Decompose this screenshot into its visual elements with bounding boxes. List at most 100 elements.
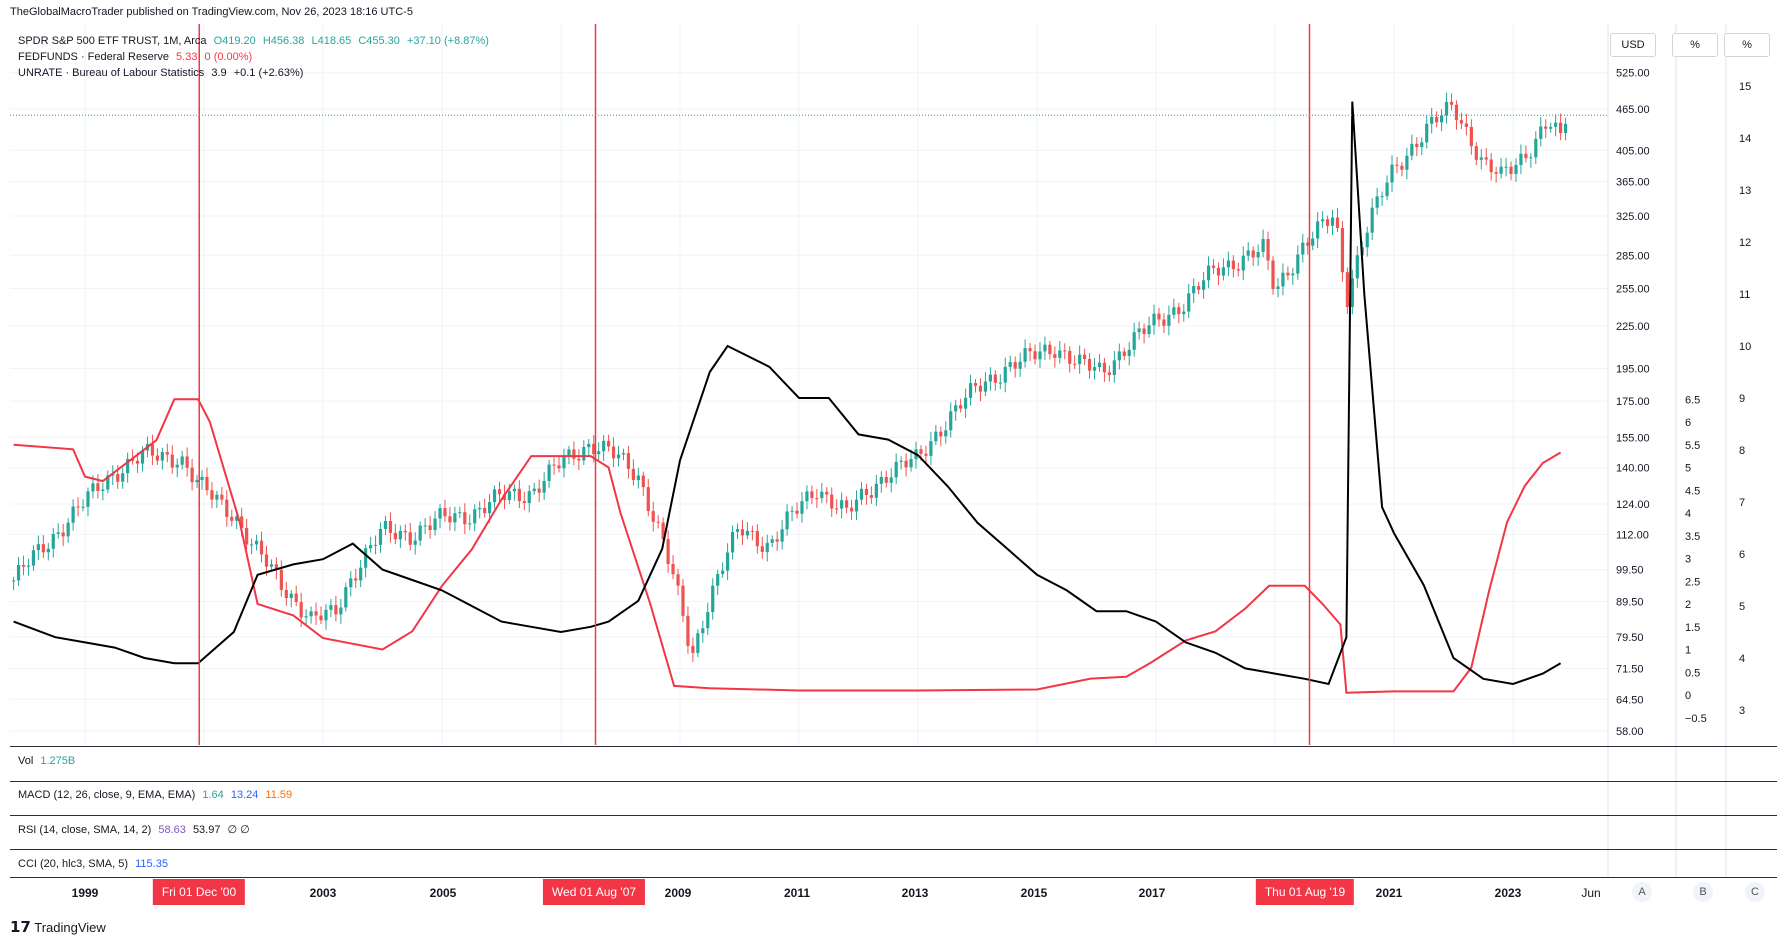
candle-body [1048,344,1052,355]
legend-fed[interactable]: FEDFUNDS · Federal Reserve 5.33 0 (0.00%… [18,51,256,63]
unrate-tick-label: 15 [1739,81,1751,93]
candle-body [299,602,303,618]
candle-body [740,529,745,536]
candle-body [626,453,631,469]
legend-unrate[interactable]: UNRATE · Bureau of Labour Statistics 3.9… [18,67,307,79]
candle-body [621,453,626,455]
candle-body [403,530,407,533]
candle-body [765,542,769,552]
candle-body [413,540,417,545]
candle-body [1276,286,1280,290]
candle-body [195,480,199,483]
candle-body [1489,159,1493,173]
legend-spy-high: H456.38 [262,35,305,47]
pane-cci[interactable]: CCI (20, hlc3, SMA, 5) 115.35 [18,858,172,870]
candle-body [458,512,462,514]
candle-body [726,552,730,571]
candle-body [1167,314,1171,326]
candle-body [165,452,169,455]
candle-body [676,574,680,586]
unrate-tick-label: 10 [1739,341,1751,353]
macd-line: 13.24 [230,789,259,801]
fed-tick-label: 2 [1685,599,1691,611]
tradingview-logo[interactable]: 𝟭𝟳 TradingView [10,918,106,936]
pane-separator[interactable] [10,849,1777,850]
candle-body [61,532,65,537]
candle-body [140,450,145,464]
fed-scale-button[interactable]: % [1672,33,1718,57]
fed-tick-label: 3.5 [1685,531,1700,543]
candle-body [497,489,502,495]
candle-body [1474,146,1478,160]
unrate-tick-label: 6 [1739,549,1745,561]
candle-body [854,499,859,512]
candle-body [135,460,140,464]
pane-rsi[interactable]: RSI (14, close, SMA, 14, 2) 58.63 53.97 … [18,823,254,836]
candle-body [706,612,710,629]
candle-body [686,615,690,646]
candle-body [1078,354,1082,365]
candle-body [830,494,834,509]
candle-body [785,511,789,530]
candle-body [1013,362,1017,369]
candle-body [1216,267,1221,276]
candle-body [1325,219,1330,226]
candle-body [1068,350,1072,364]
legend-spy[interactable]: SPDR S&P 500 ETF TRUST, 1M, Arca O419.20… [18,35,493,47]
candle-body [190,467,194,483]
unrate-scale-button[interactable]: % [1724,33,1770,57]
tradingview-logo-icon: 𝟭𝟳 [10,919,31,936]
candle-body [607,440,611,447]
time-label: 2021 [1375,886,1403,900]
candle-body [388,520,393,533]
candle-body [56,532,60,534]
candle-body [1033,351,1037,360]
pane-vol[interactable]: Vol 1.275B [18,755,79,767]
candle-body [721,570,725,574]
legend-unrate-name: UNRATE · Bureau of Labour Statistics [18,67,205,79]
unrate-tick-label: 14 [1739,133,1751,145]
candle-body [993,374,997,383]
candle-body [735,529,740,532]
candle-body [1097,362,1102,368]
candle-body [1246,250,1250,256]
candle-body [185,456,189,468]
candle-body [730,531,735,553]
unrate-tick-label: 8 [1739,445,1745,457]
candle-body [349,578,353,588]
time-highlight: Thu 01 Aug '19 [1255,879,1355,905]
pane-separator[interactable] [10,781,1777,782]
price-tick-label: 112.00 [1616,529,1649,541]
candle-body [354,578,358,581]
pane-separator[interactable] [10,815,1777,816]
candle-body [1479,157,1483,160]
candle-body [1271,260,1275,290]
candle-body [488,502,492,514]
rsi-ma: 53.97 [192,824,221,836]
candle-body [1410,143,1414,156]
candle-body [220,494,224,500]
candle-body [646,487,650,512]
candle-body [339,607,343,615]
candle-body [463,512,467,525]
auto-scale-a-button[interactable]: A [1632,882,1652,902]
auto-scale-c-button[interactable]: C [1745,882,1765,902]
candle-body [1182,311,1186,315]
candle-body [1008,362,1012,367]
auto-scale-b-button[interactable]: B [1693,882,1713,902]
candle-body [438,508,442,519]
usd-scale-button[interactable]: USD [1610,33,1656,57]
candle-body [155,455,159,461]
candle-body [1122,351,1126,357]
candle-body [1405,155,1409,170]
fed-tick-label: 5.5 [1685,440,1700,452]
pane-separator[interactable] [10,746,1777,747]
candle-body [324,609,328,621]
time-label: 2005 [429,886,457,900]
candle-body [205,476,209,491]
time-label: 2015 [1020,886,1048,900]
pane-macd[interactable]: MACD (12, 26, close, 9, EMA, EMA) 1.64 1… [18,789,296,801]
price-tick-label: 195.00 [1616,364,1650,376]
candle-body [1286,272,1290,276]
